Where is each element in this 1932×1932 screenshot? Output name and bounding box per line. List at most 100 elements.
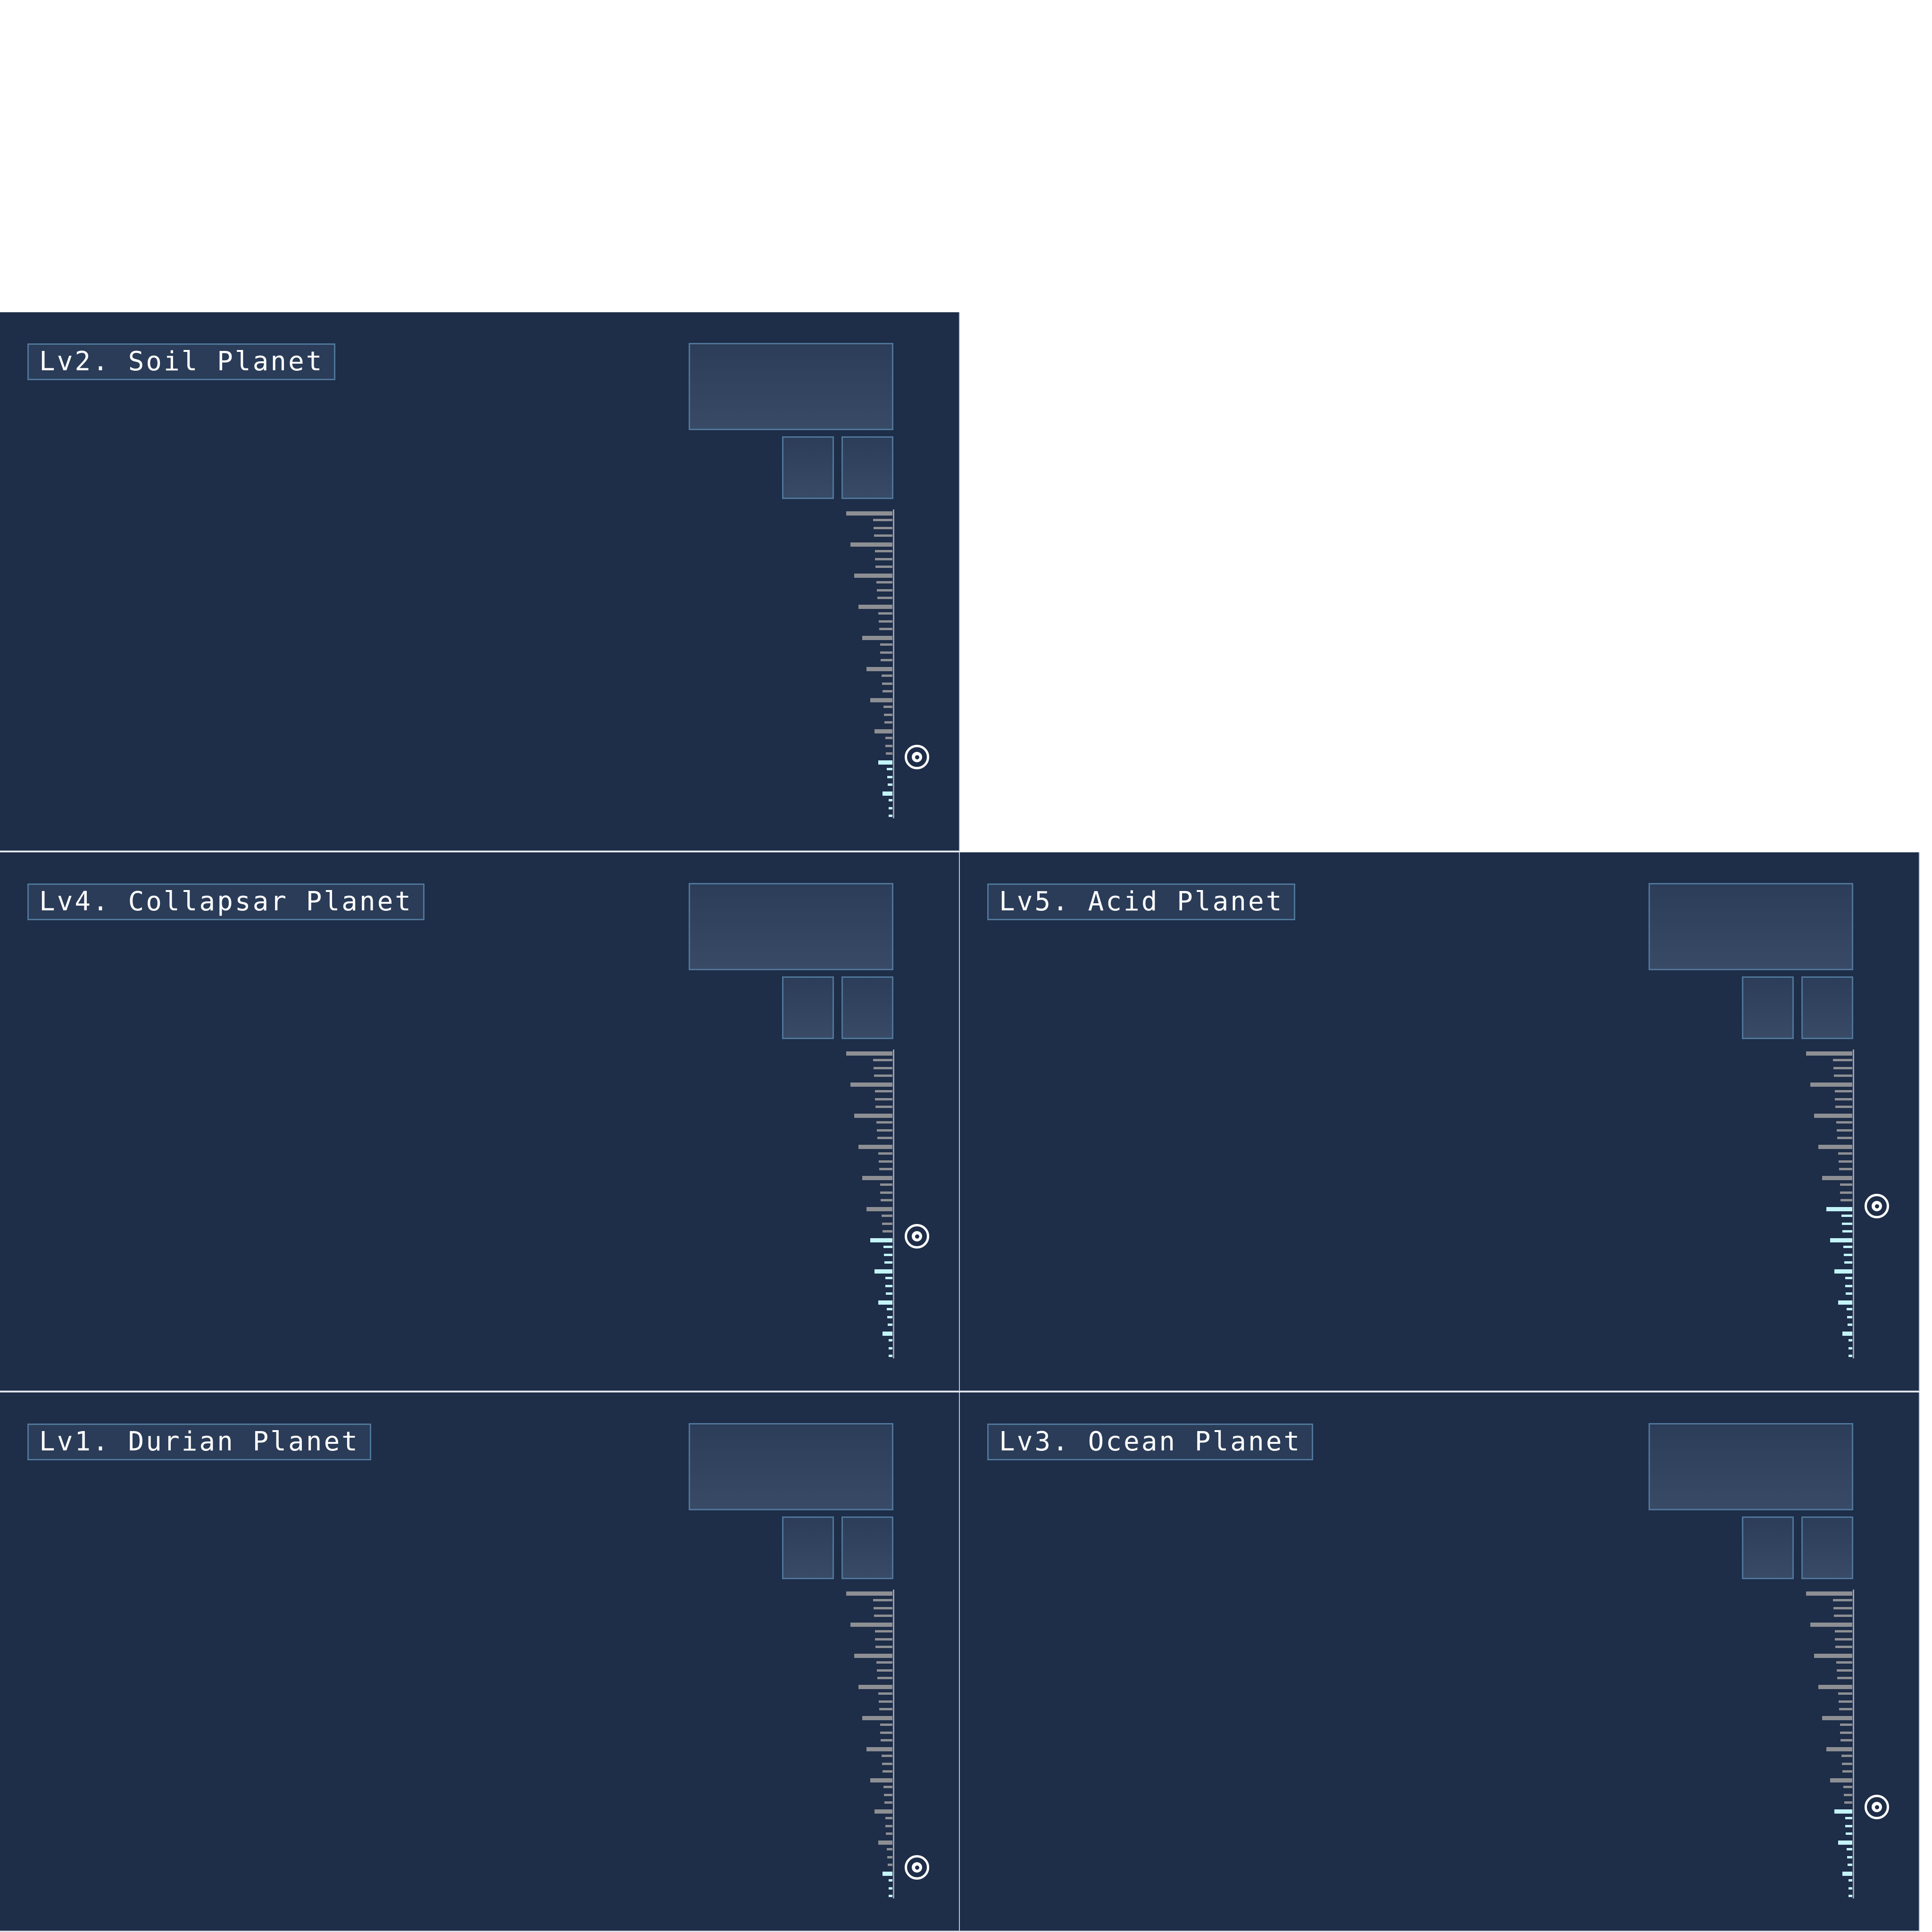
gauge-tick	[883, 791, 892, 796]
gauge-tick	[878, 1692, 892, 1695]
gauge-tick	[877, 1137, 892, 1139]
gauge-tick	[875, 1098, 892, 1100]
gauge-tick	[1843, 1786, 1852, 1788]
gauge-tick	[858, 1145, 892, 1149]
gauge-tick	[881, 1199, 892, 1201]
gauge-tick	[887, 1856, 892, 1858]
gauge-tick	[1818, 1145, 1852, 1149]
gauge-ticks	[840, 1590, 892, 1899]
gauge-tick	[1844, 1794, 1852, 1796]
gauge-tick	[1849, 1347, 1852, 1349]
gauge-tick	[1849, 1339, 1852, 1341]
gauge-tick	[854, 1654, 892, 1658]
gauge-tick	[875, 1090, 892, 1092]
gauge-tick	[1833, 1607, 1852, 1609]
gauge-tick	[881, 659, 892, 661]
gauge-tick	[889, 807, 892, 809]
gauge-tick	[875, 566, 892, 568]
gauge-tick	[876, 1661, 892, 1664]
gauge-tick	[1833, 1067, 1852, 1069]
gauge-ticks	[840, 1049, 892, 1358]
gauge-tick	[870, 1238, 892, 1242]
gauge-tick	[884, 1801, 892, 1804]
gauge-tick	[879, 1168, 892, 1170]
gauge-tick	[1837, 1677, 1852, 1679]
gauge-tick	[880, 651, 892, 654]
item-slot-1[interactable]	[782, 1516, 834, 1579]
gauge-tick	[850, 1083, 892, 1087]
item-slot-1[interactable]	[782, 436, 834, 499]
gauge-tick	[846, 1591, 892, 1596]
gauge-tick	[878, 1300, 892, 1305]
gauge-tick	[876, 1121, 892, 1124]
item-slot-2[interactable]	[1801, 1516, 1853, 1579]
gauge-tick	[1847, 1316, 1852, 1318]
gauge-tick	[1810, 1623, 1852, 1627]
gauge-tick	[866, 1747, 892, 1751]
gauge-tick	[1822, 1176, 1852, 1180]
level-marker-icon	[905, 1224, 929, 1249]
gauge-tick	[1840, 1739, 1852, 1741]
gauge-tick	[1845, 1285, 1852, 1287]
gauge-tick	[889, 1895, 892, 1897]
gauge-tick	[1836, 1121, 1852, 1124]
gauge-tick	[1838, 1840, 1852, 1845]
item-slot-2[interactable]	[841, 436, 893, 499]
gauge-tick	[882, 1215, 892, 1217]
gauge-ticks	[840, 509, 892, 818]
gauge-tick	[879, 628, 892, 630]
gauge-tick	[878, 760, 892, 765]
gauge-tick	[1839, 1700, 1852, 1703]
planet-title: Lv5. Acid Planet	[987, 883, 1296, 920]
gauge-axis	[893, 1590, 894, 1899]
gauge-tick	[887, 1308, 892, 1310]
level-gauge	[1799, 1049, 1854, 1358]
gauge-tick	[874, 1269, 892, 1274]
gauge-tick	[874, 534, 892, 537]
gauge-tick	[1837, 1129, 1852, 1132]
gauge-tick	[879, 620, 892, 623]
gauge-tick	[885, 1817, 892, 1819]
gauge-tick	[886, 1832, 892, 1835]
gauge-tick	[1839, 1168, 1852, 1170]
gauge-tick	[885, 1277, 892, 1279]
gauge-tick	[1838, 1152, 1852, 1155]
item-slot-1[interactable]	[1742, 976, 1794, 1039]
item-slot-2[interactable]	[1801, 976, 1853, 1039]
gauge-tick	[874, 1615, 892, 1617]
gauge-tick	[1846, 1292, 1852, 1295]
item-slot-2[interactable]	[841, 976, 893, 1039]
gauge-tick	[879, 1700, 892, 1703]
gauge-tick	[1841, 1215, 1852, 1217]
gauge-tick	[883, 1332, 892, 1336]
gauge-tick	[1842, 1763, 1852, 1765]
gauge-axis	[1853, 1590, 1854, 1899]
gauge-tick	[884, 1254, 892, 1256]
gauge-tick	[1837, 1137, 1852, 1139]
gauge-tick	[873, 1059, 892, 1061]
gauge-tick	[877, 589, 892, 591]
item-slot-2[interactable]	[841, 1516, 893, 1579]
gauge-tick	[1840, 1191, 1852, 1194]
level-marker-icon	[905, 745, 929, 769]
gauge-tick	[1835, 1106, 1852, 1108]
gauge-tick	[880, 643, 892, 646]
gauge-tick	[1818, 1685, 1852, 1689]
gauge-tick	[1845, 1817, 1852, 1819]
gauge-tick	[1849, 1895, 1852, 1897]
panel-soil-planet: Lv2. Soil Planet	[0, 312, 960, 851]
info-display-box	[1649, 883, 1853, 970]
gauge-ticks	[1799, 1590, 1852, 1899]
gauge-tick	[887, 1316, 892, 1318]
gauge-tick	[1841, 1755, 1852, 1757]
gauge-tick	[846, 1051, 892, 1056]
gauge-tick	[884, 1261, 892, 1264]
gauge-tick	[854, 574, 892, 578]
gauge-tick	[1842, 1872, 1852, 1876]
gauge-tick	[889, 1339, 892, 1341]
info-display-box	[689, 1423, 893, 1510]
gauge-tick	[883, 1872, 892, 1876]
panel-ocean-planet: Lv3. Ocean Planet	[960, 1392, 1920, 1932]
item-slot-1[interactable]	[1742, 1516, 1794, 1579]
item-slot-1[interactable]	[782, 976, 834, 1039]
